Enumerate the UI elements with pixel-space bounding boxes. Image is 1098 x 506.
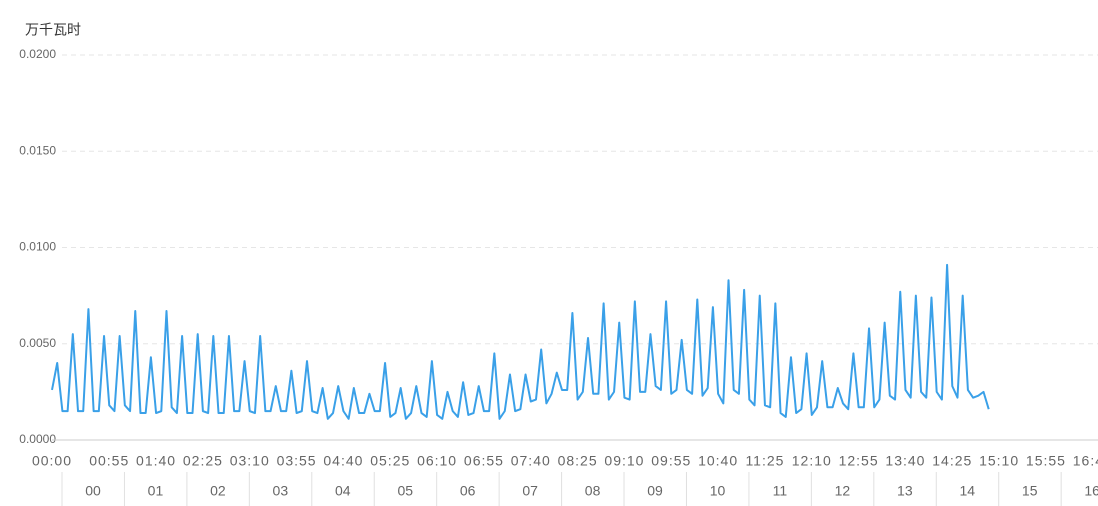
hour-label: 11	[773, 483, 788, 499]
x-tick-label: 04:40	[323, 453, 363, 469]
y-tick-label: 0.0200	[19, 47, 56, 61]
x-tick-label: 07:40	[511, 453, 551, 469]
x-tick-label: 13:40	[885, 453, 925, 469]
hour-label: 09	[647, 483, 663, 499]
x-tick-label: 11:25	[745, 453, 784, 469]
y-tick-label: 0.0050	[19, 336, 56, 350]
x-tick-label: 15:10	[979, 453, 1019, 469]
hour-label: 00	[85, 483, 101, 499]
hour-label: 08	[585, 483, 601, 499]
x-tick-label: 01:40	[136, 453, 176, 469]
hour-label: 14	[959, 483, 975, 499]
x-tick-label: 08:25	[558, 453, 598, 469]
x-tick-label: 10:40	[698, 453, 738, 469]
hour-label: 15	[1022, 483, 1038, 499]
hour-label: 01	[148, 483, 164, 499]
x-tick-label: 12:10	[792, 453, 832, 469]
x-tick-label: 09:10	[604, 453, 644, 469]
x-tick-label: 15:55	[1026, 453, 1066, 469]
x-tick-label: 14:25	[932, 453, 972, 469]
hour-label: 07	[522, 483, 538, 499]
hour-label: 05	[397, 483, 413, 499]
hour-label: 03	[273, 483, 289, 499]
y-tick-label: 0.0150	[19, 143, 56, 157]
line	[51, 263, 990, 420]
hour-label: 04	[335, 483, 351, 499]
hour-label: 02	[210, 483, 226, 499]
x-tick-label: 03:55	[277, 453, 317, 469]
y-unit-label: 万千瓦时	[25, 22, 81, 38]
x-tick-label: 05:25	[370, 453, 410, 469]
x-tick-label: 16:40	[1073, 453, 1098, 469]
hour-label: 13	[897, 483, 913, 499]
y-tick-label: 0.0000	[19, 432, 56, 446]
hour-label: 06	[460, 483, 476, 499]
hour-label: 10	[710, 483, 726, 499]
x-tick-label: 00:00	[32, 453, 72, 469]
x-tick-label: 02:25	[183, 453, 223, 469]
x-tick-label: 09:55	[651, 453, 691, 469]
x-tick-label: 06:55	[464, 453, 504, 469]
y-tick-label: 0.0100	[19, 240, 56, 254]
hour-label: 16	[1084, 483, 1098, 499]
x-tick-label: 03:10	[230, 453, 270, 469]
x-tick-label: 00:55	[89, 453, 129, 469]
x-tick-label: 12:55	[839, 453, 879, 469]
hour-label: 12	[835, 483, 851, 499]
x-tick-label: 06:10	[417, 453, 457, 469]
